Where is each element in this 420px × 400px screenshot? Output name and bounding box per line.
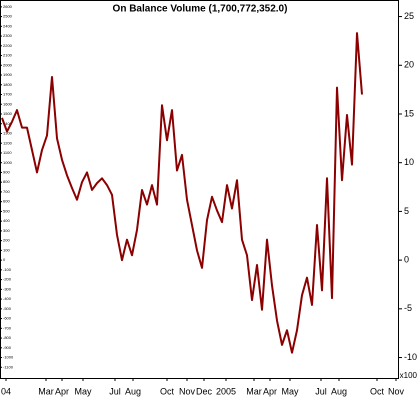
y-tick-label: 25 — [404, 11, 414, 21]
y2-tick-label: 1900 — [3, 72, 13, 77]
y2-tick-label: 700 — [3, 189, 10, 194]
x-tick-label: Mar — [246, 386, 262, 396]
y2-tick-label: -1000 — [3, 355, 14, 360]
y2-tick-label: 1300 — [3, 131, 13, 136]
x-tick-label: Nov — [179, 386, 196, 396]
y2-tick-label: 1600 — [3, 101, 13, 106]
x-tick-label: May — [74, 386, 92, 396]
y2-tick-label: 1500 — [3, 111, 13, 116]
y2-tick-label: 1800 — [3, 82, 13, 87]
y-tick-label: 15 — [404, 108, 414, 118]
x-tick-label: 2005 — [216, 386, 236, 396]
x-tick-label: 04 — [1, 386, 11, 396]
y2-tick-label: -500 — [3, 306, 12, 311]
y2-tick-label: 2600 — [3, 4, 13, 9]
data-line — [1, 32, 363, 354]
y2-tick-label: 2500 — [3, 14, 13, 19]
y-unit-label: x100 — [400, 371, 418, 380]
x-tick-label: Jul — [315, 386, 327, 396]
x-tick-label: Aug — [331, 386, 347, 396]
y2-tick-label: 400 — [3, 218, 10, 223]
y-tick-label: -5 — [404, 303, 412, 313]
y-tick-label: 20 — [404, 60, 414, 70]
y-tick-label: 5 — [404, 206, 409, 216]
x-tick-label: Dec — [196, 386, 213, 396]
y2-tick-label: 2200 — [3, 43, 13, 48]
y2-tick-label: -100 — [3, 267, 12, 272]
y2-tick-label: 1200 — [3, 140, 13, 145]
x-tick-label: Aug — [125, 386, 141, 396]
y2-tick-label: -900 — [3, 345, 12, 350]
x-tick-label: Oct — [370, 386, 385, 396]
y2-tick-label: 500 — [3, 208, 10, 213]
y2-tick-label: 200 — [3, 238, 10, 243]
x-tick-label: Apr — [263, 386, 277, 396]
y2-tick-label: 300 — [3, 228, 10, 233]
x-tick-label: Nov — [388, 386, 405, 396]
y2-tick-label: 2000 — [3, 62, 13, 67]
y2-tick-label: -300 — [3, 286, 12, 291]
y2-tick-label: 900 — [3, 170, 10, 175]
x-tick-label: Jul — [109, 386, 121, 396]
y2-tick-label: 2100 — [3, 53, 13, 58]
y2-tick-label: -800 — [3, 335, 12, 340]
y2-tick-label: 2400 — [3, 23, 13, 28]
y2-tick-label: 2300 — [3, 33, 13, 38]
y2-tick-label: 800 — [3, 179, 10, 184]
y-tick-label: 0 — [404, 254, 409, 264]
x-tick-label: Mar — [38, 386, 54, 396]
x-tick-label: May — [281, 386, 299, 396]
y2-tick-label: 1400 — [3, 121, 13, 126]
y2-tick-label: 0 — [3, 257, 6, 262]
chart-title: On Balance Volume (1,700,772,352.0) — [113, 4, 288, 15]
y2-tick-label: 600 — [3, 199, 10, 204]
y2-tick-label: -600 — [3, 316, 12, 321]
y2-tick-label: -400 — [3, 296, 12, 301]
y2-tick-label: -200 — [3, 277, 12, 282]
y2-tick-label: -700 — [3, 325, 12, 330]
y2-tick-label: 1000 — [3, 160, 13, 165]
plot-area — [0, 0, 399, 379]
y-tick-label: 10 — [404, 157, 414, 167]
x-tick-label: Oct — [160, 386, 175, 396]
y2-tick-label: 1100 — [3, 150, 12, 155]
y2-tick-label: 100 — [3, 247, 10, 252]
y2-tick-label: -1100 — [3, 364, 14, 369]
x-tick-label: Apr — [55, 386, 69, 396]
y2-tick-label: 1700 — [3, 92, 13, 97]
y-tick-label: -10 — [404, 352, 417, 362]
